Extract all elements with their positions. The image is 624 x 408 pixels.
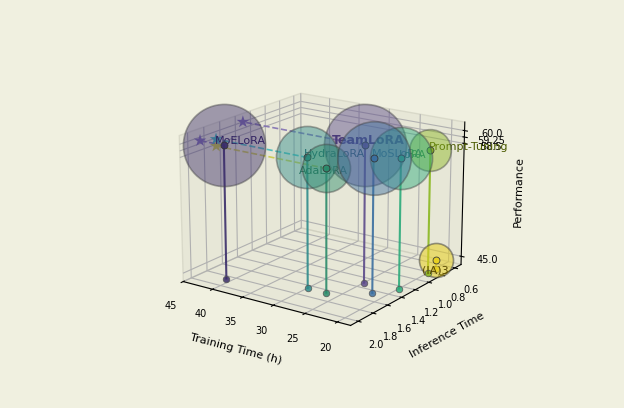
X-axis label: Training Time (h): Training Time (h) — [190, 333, 283, 366]
Y-axis label: Inference Time: Inference Time — [407, 310, 485, 360]
